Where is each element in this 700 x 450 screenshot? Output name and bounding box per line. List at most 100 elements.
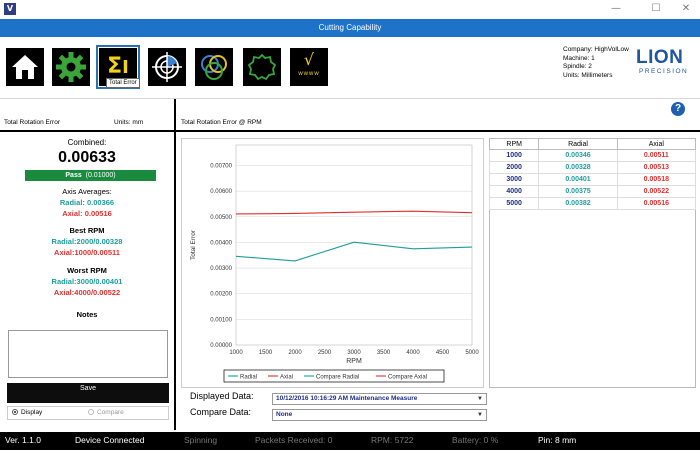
compare-radio[interactable]: Compare	[88, 407, 124, 419]
home-button[interactable]	[6, 48, 44, 86]
compare-data-label: Compare Data:	[190, 407, 252, 417]
window-titlebar: V — ☐ ✕	[0, 0, 700, 18]
units-label: Units: mm	[114, 119, 144, 126]
legend-label: Axial	[280, 375, 293, 381]
x-axis-label: RPM	[346, 358, 362, 365]
table-cell-radial: 0.00375	[538, 185, 618, 198]
table-row[interactable]: 1000 0.00346 0.00511	[488, 149, 697, 162]
table-cell-axial: 0.00518	[616, 173, 697, 186]
table-row[interactable]: 3000 0.00401 0.00518	[488, 173, 697, 186]
left-panel-header: Total Rotation Error Units: mm	[0, 116, 174, 130]
table-cell-axial: 0.00522	[616, 185, 697, 198]
radio-selected-icon	[12, 409, 18, 415]
sqrt-icon: √ wwww	[298, 50, 320, 78]
maximize-button[interactable]: ☐	[651, 3, 661, 14]
circles-icon	[201, 55, 227, 80]
table-header-row: RPM Radial Axial	[488, 138, 697, 150]
target-button[interactable]	[148, 48, 186, 86]
x-tick-label: 4500	[436, 350, 450, 356]
worst-radial: Radial:3000/0.00401	[51, 277, 123, 286]
pass-badge: Pass (0.01000)	[25, 170, 156, 181]
displayed-data-label: Displayed Data:	[190, 391, 254, 401]
chart-frame: 0.00000 0.00100 0.00200 0.00300 0.00400 0.005…	[181, 138, 484, 388]
table-cell-rpm: 3000	[488, 173, 540, 186]
packets-received: Packets Received: 0	[255, 435, 333, 445]
worst-rpm-label: Worst RPM	[67, 266, 107, 275]
y-tick-label: 0.00200	[210, 292, 232, 298]
table-header-radial: Radial	[538, 138, 618, 150]
legend-label: Compare Radial	[316, 375, 359, 381]
axial-average: Axial: 0.00516	[62, 209, 112, 218]
table-row[interactable]: 5000 0.00382 0.00516	[488, 197, 697, 210]
radial-average: Radial: 0.00366	[59, 198, 115, 207]
sqrt-button[interactable]: √ wwww	[290, 48, 328, 86]
machine-name: Machine: 1	[563, 54, 595, 62]
page-title: Cutting Capability	[0, 19, 700, 37]
notes-textarea[interactable]	[8, 330, 168, 378]
legend-box	[223, 369, 445, 383]
table-row[interactable]: 4000 0.00375 0.00522	[488, 185, 697, 198]
x-tick-label: 5000	[465, 350, 479, 356]
summary-panel: Combined: 0.00633 Pass (0.01000) Axis Av…	[0, 130, 174, 430]
x-tick-label: 3000	[347, 350, 361, 356]
axis-averages-label: Axis Averages:	[62, 187, 112, 196]
help-icon[interactable]: ?	[671, 102, 685, 116]
x-tick-label: 2000	[288, 350, 302, 356]
spinning-status: Spinning	[184, 435, 218, 445]
notes-label: Notes	[76, 310, 98, 319]
right-header-rule	[176, 130, 700, 132]
sigma-icon: ΣI	[107, 53, 129, 79]
x-tick-label: 4000	[406, 350, 420, 356]
pin-size: Pin: 8 mm	[538, 435, 577, 445]
best-axial: Axial:1000/0.00511	[54, 248, 120, 257]
gear-icon	[56, 52, 86, 82]
table-row[interactable]: 2000 0.00328 0.00513	[488, 161, 697, 174]
close-button[interactable]: ✕	[681, 3, 691, 14]
table-header-rpm: RPM	[488, 138, 540, 150]
panel-divider	[174, 99, 176, 430]
error-chart: 0.00000 0.00100 0.00200 0.00300 0.00400 0.005…	[190, 144, 479, 383]
y-tick-label: 0.00400	[210, 240, 232, 246]
radio-unselected-icon	[88, 409, 94, 415]
table-cell-radial: 0.00382	[538, 197, 618, 210]
worst-axial: Axial:4000/0.00522	[53, 288, 121, 297]
table-cell-rpm: 1000	[488, 149, 540, 162]
y-tick-label: 0.00500	[210, 215, 232, 221]
save-button[interactable]: Save	[7, 383, 169, 403]
chevron-down-icon: ▼	[477, 396, 483, 402]
home-icon	[12, 55, 38, 79]
table-cell-axial: 0.00511	[616, 149, 697, 162]
table-header-axial: Axial	[616, 138, 697, 150]
roundness-button[interactable]	[243, 48, 281, 86]
combined-value: 0.00633	[58, 149, 116, 166]
table-cell-radial: 0.00401	[538, 173, 618, 186]
chevron-down-icon: ▼	[477, 412, 483, 418]
compare-data-dropdown[interactable]: None ▼	[272, 409, 487, 421]
x-tick-label: 3500	[377, 350, 391, 356]
displayed-data-dropdown[interactable]: 10/12/2016 10:16:29 AM Maintenance Measu…	[272, 393, 487, 405]
y-tick-label: 0.00700	[210, 164, 232, 170]
display-radio[interactable]: Display	[12, 407, 42, 419]
app-logo-icon: V	[4, 3, 16, 15]
results-table: RPM Radial Axial 1000 0.00346 0.00511 20…	[488, 138, 697, 210]
y-tick-label: 0.00300	[210, 266, 232, 272]
y-tick-label: 0.00600	[210, 189, 232, 195]
legend-label: Radial	[240, 375, 257, 381]
y-tick-label: 0.00100	[210, 317, 232, 323]
table-cell-axial: 0.00513	[616, 161, 697, 174]
units-name: Units: Millimeters	[563, 71, 613, 79]
tooltip: Total Error	[106, 78, 140, 88]
target-icon	[152, 52, 182, 82]
y-tick-label: 0.00000	[210, 343, 232, 349]
best-radial: Radial:2000/0.00328	[51, 237, 123, 246]
legend-label: Compare Axial	[388, 375, 427, 381]
settings-button[interactable]	[52, 48, 90, 86]
minimize-button[interactable]: —	[611, 3, 621, 14]
connection-status: Device Connected	[75, 435, 145, 445]
left-section-title: Total Rotation Error	[4, 119, 60, 126]
best-rpm-label: Best RPM	[69, 226, 105, 235]
x-tick-label: 1000	[229, 350, 243, 356]
x-tick-label: 1500	[259, 350, 273, 356]
circles-button[interactable]	[195, 48, 233, 86]
